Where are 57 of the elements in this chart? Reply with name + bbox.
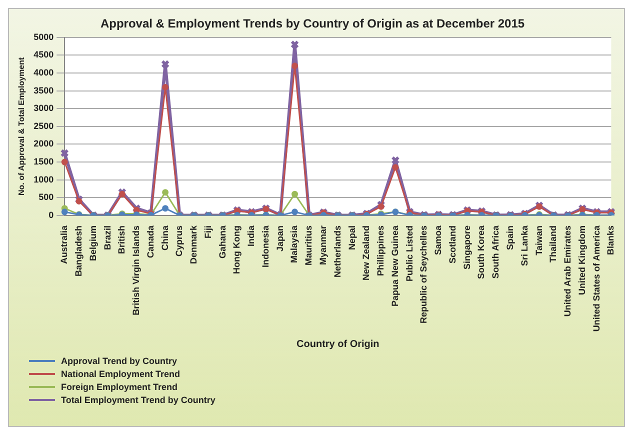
y-axis-title: No. of Approval & Total Employment xyxy=(17,56,26,196)
x-tick-label: Samoa xyxy=(433,224,444,255)
x-tick-label: Spain xyxy=(505,225,515,250)
x-tick-label: Singapore xyxy=(462,225,472,270)
x-tick-label: Belgium xyxy=(88,225,98,261)
x-tick-label: Brazil xyxy=(102,225,112,250)
x-tick-label: United Arab Emirates xyxy=(562,225,573,317)
legend-label: Approval Trend by Country xyxy=(61,356,178,366)
y-tick-label: 1000 xyxy=(34,174,54,184)
x-tick-label: Malaysia xyxy=(289,224,300,264)
x-tick-label: Canada xyxy=(145,224,156,258)
legend-label: National Employment Trend xyxy=(61,368,180,378)
x-tick-label: Hong Kong xyxy=(232,225,242,274)
legend-label: Total Employment Trend by Country xyxy=(61,394,216,404)
y-tick-label: 2000 xyxy=(34,138,54,149)
x-tick-label: Papua New Guinea xyxy=(390,224,400,307)
legend-label: Foreign Employment Trend xyxy=(61,382,178,392)
x-tick-label: Public Listed xyxy=(404,225,414,282)
x-tick-label: China xyxy=(160,224,170,250)
x-tick-label: Phillippines xyxy=(376,225,386,276)
y-tick-label: 1500 xyxy=(34,156,54,167)
x-tick-label: Republic of Seychelles xyxy=(418,225,429,324)
x-tick-label: Denmark xyxy=(188,224,199,264)
x-axis-title: Country of Origin xyxy=(296,338,380,350)
x-tick-label: India xyxy=(246,224,256,246)
y-tick-label: 4000 xyxy=(34,68,54,78)
x-tick-label: Netherlands xyxy=(332,225,342,278)
y-tick-label: 3000 xyxy=(34,103,54,114)
x-tick-label: British Virgin Islands xyxy=(131,225,142,316)
y-tick-label: 4500 xyxy=(34,50,54,60)
y-tick-label: 2500 xyxy=(34,120,54,131)
x-tick-label: Australia xyxy=(59,224,70,264)
x-tick-label: Taiwan xyxy=(534,225,544,256)
x-tick-label: Sri Lanka xyxy=(519,224,530,266)
y-tick-label: 0 xyxy=(48,210,54,220)
x-tick-label: Bangladesh xyxy=(73,225,84,276)
x-tick-label: Indonesia xyxy=(260,224,270,268)
x-tick-label: Scotland xyxy=(447,225,458,264)
y-tick-label: 5000 xyxy=(34,32,54,42)
x-tick-label: Cyprus xyxy=(174,225,184,256)
x-tick-label: Fiji xyxy=(202,225,213,238)
x-tick-label: Mauritius xyxy=(304,225,314,266)
x-tick-label: Nepal xyxy=(346,225,357,250)
x-tick-label: Thailand xyxy=(548,225,558,262)
x-tick-label: Blanks xyxy=(606,225,616,255)
x-tick-label: South Korea xyxy=(476,224,486,279)
x-tick-label: Gahana xyxy=(217,224,228,258)
x-tick-label: New Zealand xyxy=(361,225,372,280)
chart-title: Approval & Employment Trends by Country of Origin as at December 2015 xyxy=(100,16,525,31)
x-tick-label: British xyxy=(116,225,127,254)
x-tick-label: United Kingdom xyxy=(576,225,587,295)
x-tick-label: Myanmar xyxy=(318,224,328,265)
x-tick-label: United States of America xyxy=(591,224,602,332)
y-tick-label: 500 xyxy=(38,192,54,202)
x-tick-label: South Africa xyxy=(490,224,501,279)
x-tick-label: Japan xyxy=(274,225,285,252)
y-tick-label: 3500 xyxy=(34,85,54,96)
